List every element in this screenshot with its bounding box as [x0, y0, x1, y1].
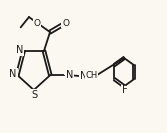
Text: N: N — [16, 45, 23, 55]
Text: N: N — [66, 70, 73, 80]
Text: H: H — [64, 69, 70, 75]
Text: O: O — [33, 19, 40, 28]
Text: O: O — [62, 19, 69, 28]
Text: CH: CH — [86, 71, 98, 80]
Text: F: F — [122, 85, 127, 95]
Text: N: N — [10, 69, 17, 79]
Text: N: N — [80, 71, 87, 81]
Text: S: S — [32, 90, 38, 100]
